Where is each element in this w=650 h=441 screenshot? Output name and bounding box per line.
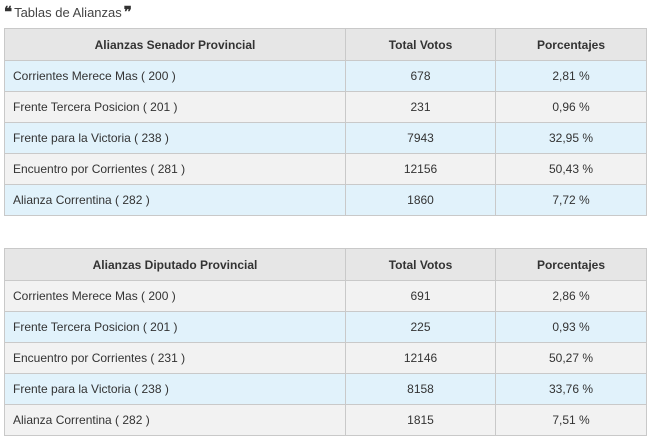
table-row: Corrientes Merece Mas ( 200 ) 691 2,86 %	[4, 280, 647, 312]
total-votes: 12156	[345, 153, 496, 185]
table-header-row: Alianzas Diputado Provincial Total Votos…	[4, 248, 647, 281]
column-header-votes: Total Votos	[345, 28, 496, 61]
percentage: 7,72 %	[495, 184, 647, 216]
alliance-name: Alianza Correntina ( 282 )	[4, 184, 346, 216]
total-votes: 225	[345, 311, 496, 343]
total-votes: 8158	[345, 373, 496, 405]
table-row: Encuentro por Corrientes ( 281 ) 12156 5…	[4, 153, 647, 185]
table-header-row: Alianzas Senador Provincial Total Votos …	[4, 28, 647, 61]
alliance-name: Frente Tercera Posicion ( 201 )	[4, 91, 346, 123]
percentage: 50,43 %	[495, 153, 647, 185]
alliance-name: Corrientes Merece Mas ( 200 )	[4, 280, 346, 312]
total-votes: 1860	[345, 184, 496, 216]
table-row: Encuentro por Corrientes ( 231 ) 12146 5…	[4, 342, 647, 374]
table-row: Frente Tercera Posicion ( 201 ) 225 0,93…	[4, 311, 647, 343]
percentage: 7,51 %	[495, 404, 647, 436]
open-quote-icon: ❝	[4, 3, 13, 21]
table-row: Alianza Correntina ( 282 ) 1860 7,72 %	[4, 184, 647, 216]
percentage: 2,81 %	[495, 60, 647, 92]
percentage: 2,86 %	[495, 280, 647, 312]
percentage: 33,76 %	[495, 373, 647, 405]
senador-table: Alianzas Senador Provincial Total Votos …	[4, 28, 647, 216]
alliance-name: Corrientes Merece Mas ( 200 )	[4, 60, 346, 92]
table-row: Frente Tercera Posicion ( 201 ) 231 0,96…	[4, 91, 647, 123]
column-header-percent: Porcentajes	[495, 28, 647, 61]
diputado-table: Alianzas Diputado Provincial Total Votos…	[4, 248, 647, 436]
alliance-name: Frente Tercera Posicion ( 201 )	[4, 311, 346, 343]
table-row: Corrientes Merece Mas ( 200 ) 678 2,81 %	[4, 60, 647, 92]
column-header-alliance: Alianzas Senador Provincial	[4, 28, 346, 61]
alliance-name: Alianza Correntina ( 282 )	[4, 404, 346, 436]
percentage: 50,27 %	[495, 342, 647, 374]
total-votes: 1815	[345, 404, 496, 436]
table-row: Alianza Correntina ( 282 ) 1815 7,51 %	[4, 404, 647, 436]
column-header-percent: Porcentajes	[495, 248, 647, 281]
percentage: 0,93 %	[495, 311, 647, 343]
section-heading: ❝ Tablas de Alianzas ❞	[4, 2, 132, 22]
alliance-name: Encuentro por Corrientes ( 281 )	[4, 153, 346, 185]
total-votes: 231	[345, 91, 496, 123]
percentage: 32,95 %	[495, 122, 647, 154]
close-quote-icon: ❞	[123, 3, 132, 21]
total-votes: 691	[345, 280, 496, 312]
table-row: Frente para la Victoria ( 238 ) 7943 32,…	[4, 122, 647, 154]
total-votes: 678	[345, 60, 496, 92]
section-title: Tablas de Alianzas	[14, 5, 122, 20]
column-header-alliance: Alianzas Diputado Provincial	[4, 248, 346, 281]
total-votes: 7943	[345, 122, 496, 154]
alliance-name: Frente para la Victoria ( 238 )	[4, 122, 346, 154]
alliance-name: Encuentro por Corrientes ( 231 )	[4, 342, 346, 374]
total-votes: 12146	[345, 342, 496, 374]
alliance-name: Frente para la Victoria ( 238 )	[4, 373, 346, 405]
column-header-votes: Total Votos	[345, 248, 496, 281]
table-row: Frente para la Victoria ( 238 ) 8158 33,…	[4, 373, 647, 405]
percentage: 0,96 %	[495, 91, 647, 123]
